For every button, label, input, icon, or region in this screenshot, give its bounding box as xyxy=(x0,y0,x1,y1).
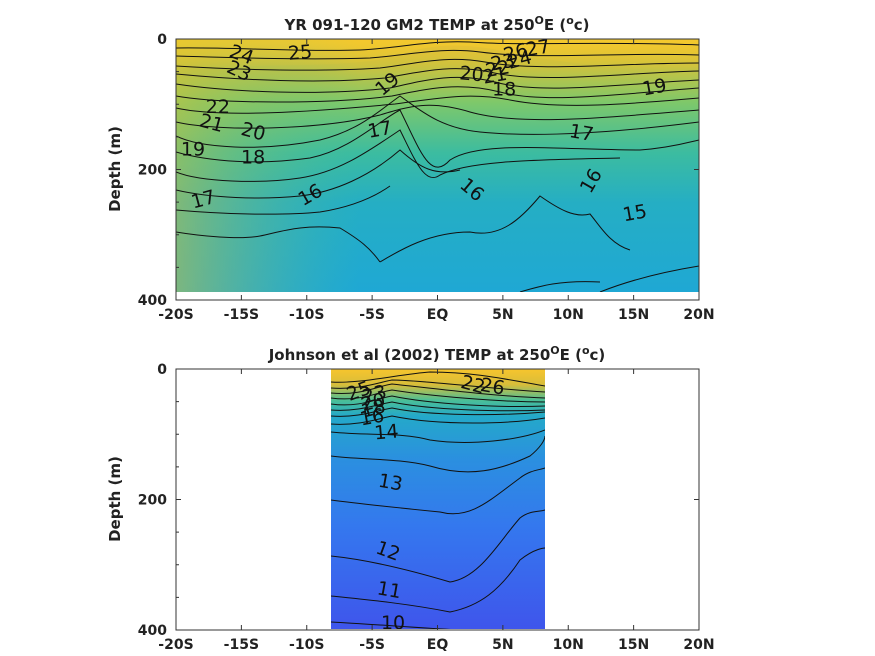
x-tick-label: -5S xyxy=(359,637,385,653)
x-tick-label: -10S xyxy=(289,307,324,323)
x-tick-label: EQ xyxy=(427,637,449,653)
y-tick-label: 0 xyxy=(157,362,167,378)
chart-title-2: Johnson et al (2002) TEMP at 250OE (oc) xyxy=(268,344,606,364)
x-tick-label: 5N xyxy=(492,637,513,653)
y-axis-label-1: Depth (m) xyxy=(106,126,124,212)
contour-label: 17 xyxy=(366,117,394,143)
contour-label: 15 xyxy=(621,200,649,226)
y-axis-label-2: Depth (m) xyxy=(106,456,124,542)
x-tick-label: 10N xyxy=(553,637,584,653)
x-tick-label: -10S xyxy=(289,637,324,653)
contour-label: 27 xyxy=(524,35,552,61)
contour-label: 26 xyxy=(479,374,507,400)
y-tick-label: 0 xyxy=(157,32,167,48)
x-tick-label: 20N xyxy=(683,637,714,653)
x-tick-label: -15S xyxy=(224,637,259,653)
y-tick-label: 200 xyxy=(138,493,167,509)
y-tick-label: 400 xyxy=(138,623,167,639)
x-tick-label: 15N xyxy=(618,637,649,653)
x-tick-label: -20S xyxy=(158,637,193,653)
contour-label: 19 xyxy=(181,138,205,160)
contour-label: 18 xyxy=(492,78,516,100)
x-tick-label: -5S xyxy=(359,307,385,323)
x-tick-label: 10N xyxy=(553,307,584,323)
y-ticks-2: 0 200 400 xyxy=(138,362,699,639)
contour-label: 22 xyxy=(206,96,230,118)
y-ticks-1: 0 200 400 xyxy=(138,32,699,309)
x-ticks-2: -20S -15S -10S -5S EQ 5N 10N 15N 20N xyxy=(158,369,715,653)
x-ticks-1: -20S -15S -10S -5S EQ 5N 10N 15N 20N xyxy=(158,39,715,323)
contour-label: 17 xyxy=(568,120,596,146)
contour-label: 22 xyxy=(484,56,512,82)
chart-title-1: YR 091-120 GM2 TEMP at 250OE (oc) xyxy=(283,14,589,34)
contour-label: 14 xyxy=(373,420,399,444)
contour-label: 11 xyxy=(375,577,403,603)
contour-label: 16 xyxy=(358,405,386,431)
contour-label: 18 xyxy=(241,146,265,168)
heatmap-field-1 xyxy=(176,39,699,292)
contour-label: 10 xyxy=(381,612,405,634)
contour-label: 23 xyxy=(489,50,517,76)
x-tick-label: 20N xyxy=(683,307,714,323)
x-tick-label: 5N xyxy=(492,307,513,323)
contour-label: 21 xyxy=(481,63,509,89)
y-tick-label: 400 xyxy=(138,293,167,309)
x-tick-label: -15S xyxy=(224,307,259,323)
contour-label: 25 xyxy=(287,41,313,65)
y-tick-label: 200 xyxy=(138,163,167,179)
heatmap-field-2 xyxy=(331,369,545,629)
x-tick-label: EQ xyxy=(427,307,449,323)
x-tick-label: -20S xyxy=(158,307,193,323)
contour-label: 13 xyxy=(377,470,405,496)
x-tick-label: 15N xyxy=(618,307,649,323)
contour-label: 19 xyxy=(641,75,669,101)
contour-label: 20 xyxy=(459,62,485,86)
